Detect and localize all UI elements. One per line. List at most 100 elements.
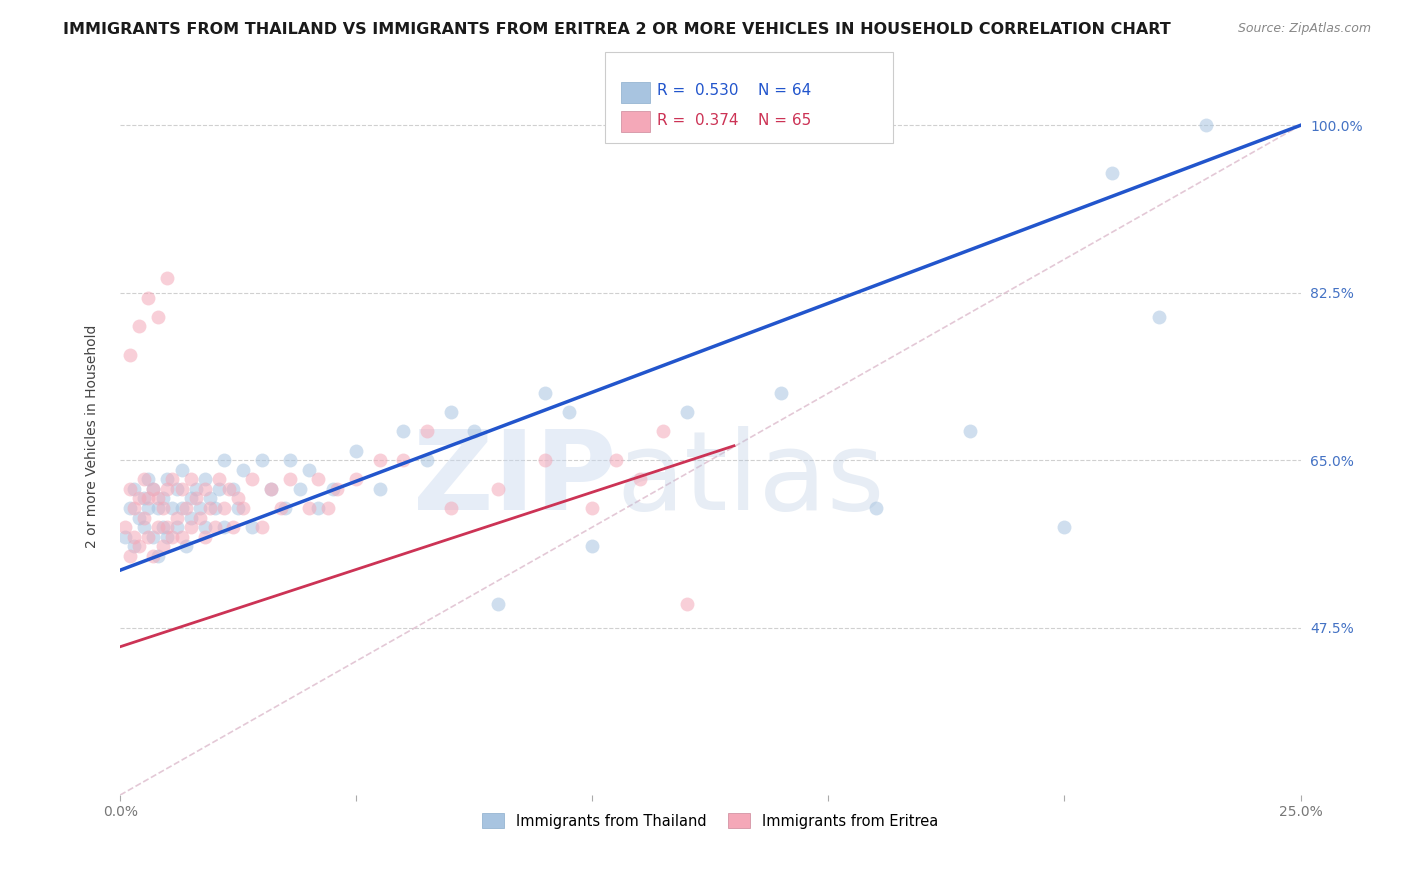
Point (184, 482, 207, 496)
Point (198, 501, 221, 516)
Point (124, 501, 146, 516)
Point (298, 501, 321, 516)
Point (194, 482, 217, 496)
Point (440, 501, 463, 516)
Point (250, 453, 273, 467)
Point (959, 425, 981, 439)
Point (170, 463, 193, 477)
Text: Source: ZipAtlas.com: Source: ZipAtlas.com (1237, 22, 1371, 36)
Point (156, 271, 179, 285)
Point (190, 510, 212, 524)
Point (392, 425, 415, 439)
Y-axis label: 2 or more Vehicles in Household: 2 or more Vehicles in Household (86, 325, 100, 548)
Point (1195, 118, 1218, 132)
Point (156, 482, 179, 496)
Point (270, 501, 292, 516)
Text: IMMIGRANTS FROM THAILAND VS IMMIGRANTS FROM ERITREA 2 OR MORE VEHICLES IN HOUSEH: IMMIGRANTS FROM THAILAND VS IMMIGRANTS F… (63, 22, 1171, 37)
Point (180, 472, 202, 486)
Text: ZIP: ZIP (412, 425, 616, 533)
Point (152, 539, 174, 553)
Point (770, 386, 793, 401)
Point (124, 539, 146, 553)
Point (194, 520, 217, 534)
Point (440, 405, 463, 419)
Point (128, 491, 150, 506)
Point (198, 491, 221, 506)
Point (534, 453, 557, 467)
Point (152, 520, 174, 534)
Text: atlas: atlas (616, 425, 884, 533)
Point (180, 510, 202, 524)
Point (170, 501, 193, 516)
Point (1147, 310, 1170, 324)
Point (132, 520, 155, 534)
Point (486, 597, 509, 611)
Point (138, 501, 160, 516)
Point (128, 510, 150, 524)
Point (118, 549, 141, 563)
Point (344, 472, 367, 486)
Point (190, 501, 212, 516)
Point (260, 482, 283, 496)
Point (142, 482, 165, 496)
Point (605, 453, 627, 467)
Point (142, 482, 165, 496)
Point (156, 472, 179, 486)
Point (218, 482, 240, 496)
Point (132, 510, 155, 524)
Point (316, 501, 339, 516)
Point (581, 539, 603, 553)
Point (152, 501, 174, 516)
Point (232, 463, 254, 477)
Point (652, 425, 675, 439)
Point (194, 472, 217, 486)
Point (156, 530, 179, 544)
Point (204, 520, 226, 534)
Point (180, 491, 202, 506)
Point (208, 472, 231, 486)
Point (368, 453, 391, 467)
Point (184, 491, 207, 506)
Point (138, 530, 160, 544)
Point (146, 520, 169, 534)
Text: R =  0.374    N = 65: R = 0.374 N = 65 (657, 113, 811, 128)
Point (298, 463, 321, 477)
Point (166, 510, 188, 524)
Point (240, 520, 263, 534)
Point (240, 472, 263, 486)
Point (124, 482, 146, 496)
Point (344, 443, 367, 458)
Point (128, 319, 150, 334)
Point (288, 482, 311, 496)
Point (156, 520, 179, 534)
Point (226, 491, 249, 506)
Point (146, 501, 169, 516)
Point (142, 549, 165, 563)
Point (118, 482, 141, 496)
Point (146, 549, 169, 563)
Point (160, 530, 183, 544)
Point (208, 482, 231, 496)
Point (557, 405, 579, 419)
Point (174, 539, 197, 553)
Point (160, 501, 183, 516)
Point (118, 501, 141, 516)
Point (675, 597, 697, 611)
Point (212, 520, 235, 534)
Legend: Immigrants from Thailand, Immigrants from Eritrea: Immigrants from Thailand, Immigrants fro… (477, 807, 943, 834)
Point (166, 520, 188, 534)
Point (278, 472, 301, 486)
Text: R =  0.530    N = 64: R = 0.530 N = 64 (657, 83, 811, 97)
Point (232, 501, 254, 516)
Point (486, 482, 509, 496)
Point (865, 501, 887, 516)
Point (1101, 166, 1123, 180)
Point (416, 453, 439, 467)
Point (132, 472, 155, 486)
Point (307, 472, 329, 486)
Point (204, 501, 226, 516)
Point (250, 520, 273, 534)
Point (675, 405, 697, 419)
Point (128, 539, 150, 553)
Point (170, 530, 193, 544)
